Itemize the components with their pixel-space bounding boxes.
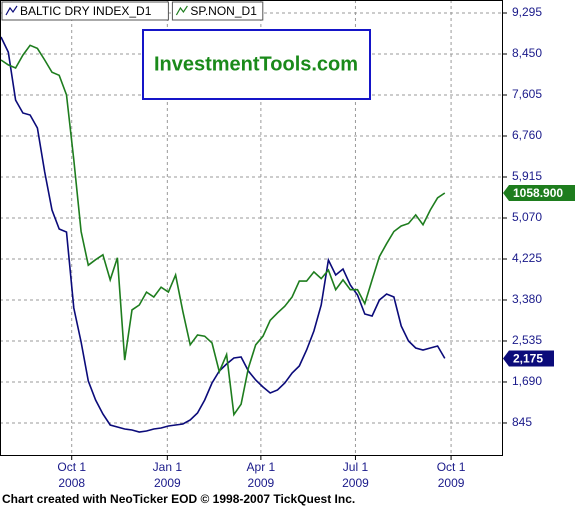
- watermark-box: [142, 29, 371, 100]
- y-tick-label: 2,535: [512, 333, 542, 347]
- series-line: [0, 44, 446, 417]
- x-tick-label: Oct 1: [57, 460, 86, 474]
- plot-frame: [0, 0, 503, 456]
- y-tick-label: 5,070: [512, 210, 542, 224]
- x-tick-label: 2009: [248, 476, 275, 490]
- legend-label: SP.NON_D1: [190, 4, 257, 18]
- legend-label: BALTIC DRY INDEX_D1: [20, 4, 152, 18]
- value-label: 1058.900: [513, 186, 563, 200]
- footer: Chart created with NeoTicker EOD © 1998-…: [2, 492, 355, 506]
- y-tick-label: 9,295: [512, 5, 542, 19]
- legend-box: [171, 1, 264, 21]
- y-tick-label: 6,760: [512, 128, 542, 142]
- value-label: 2,175: [513, 352, 543, 366]
- y-tick-label: 3,380: [512, 292, 542, 306]
- series-line: [0, 36, 446, 433]
- x-tick-label: Oct 1: [437, 460, 466, 474]
- y-tick-label: 4,225: [512, 251, 542, 265]
- x-tick-label: Jan 1: [153, 460, 183, 474]
- x-tick-label: 2009: [438, 476, 465, 490]
- x-tick-label: 2009: [154, 476, 181, 490]
- y-tick-label: 5,915: [512, 169, 542, 183]
- watermark: InvestmentTools.com: [154, 53, 358, 75]
- value-label-box: [503, 184, 575, 201]
- legend-box: [1, 1, 169, 21]
- y-tick-label: 7,605: [512, 87, 542, 101]
- y-tick-label: 8,450: [512, 46, 542, 60]
- x-tick-label: 2009: [342, 476, 369, 490]
- x-tick-label: 2008: [58, 476, 85, 490]
- legend-icon: [175, 5, 188, 16]
- legend-icon: [5, 5, 18, 16]
- x-tick-label: Jul 1: [343, 460, 369, 474]
- y-tick-label: 845: [512, 415, 532, 429]
- y-tick-label: 1,690: [512, 374, 542, 388]
- x-tick-label: Apr 1: [247, 460, 276, 474]
- footer-bar: [0, 491, 582, 508]
- value-label-box: [503, 350, 554, 367]
